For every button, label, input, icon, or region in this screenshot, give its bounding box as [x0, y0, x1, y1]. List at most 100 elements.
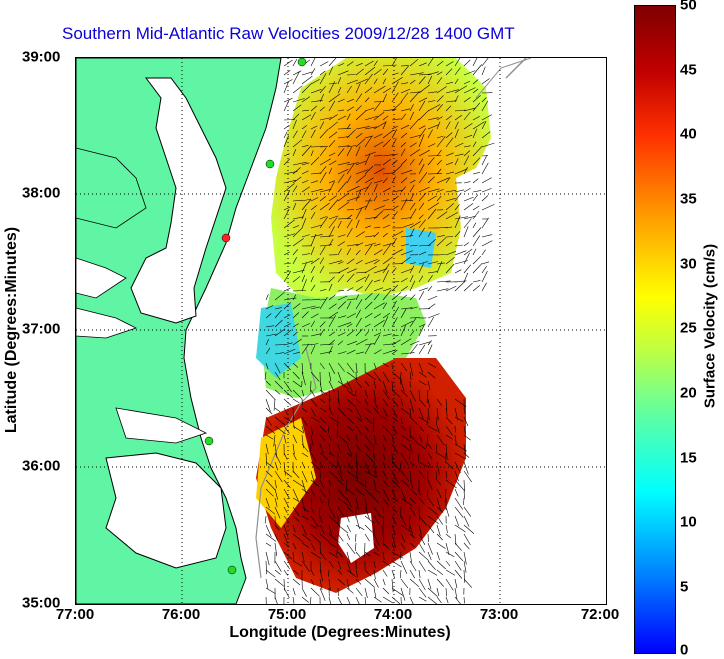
- velocity-vector: [292, 560, 303, 567]
- velocity-vector: [283, 190, 291, 202]
- velocity-vector: [382, 129, 394, 139]
- colorbar-tick-label: 0: [680, 641, 689, 659]
- velocity-vector: [337, 115, 347, 121]
- velocity-vector: [319, 216, 327, 220]
- velocity-vector: [292, 587, 296, 596]
- velocity-vector: [454, 488, 459, 497]
- velocity-vector: [454, 216, 468, 220]
- velocity-vector: [382, 243, 392, 256]
- velocity-vector: [319, 488, 326, 498]
- velocity-vector: [283, 416, 293, 423]
- velocity-vector: [463, 515, 470, 527]
- velocity-vector: [445, 479, 457, 489]
- velocity-vector: [283, 524, 289, 537]
- velocity-vector: [274, 578, 285, 587]
- velocity-vector: [310, 461, 321, 471]
- velocity-vector: [481, 249, 486, 256]
- velocity-vector: [319, 416, 326, 424]
- velocity-vector: [373, 416, 375, 429]
- velocity-vector: [283, 297, 297, 301]
- velocity-vector: [409, 389, 417, 402]
- velocity-vector: [319, 578, 323, 591]
- velocity-vector: [337, 506, 344, 517]
- velocity-vector: [382, 232, 388, 238]
- velocity-vector: [409, 221, 421, 229]
- velocity-vector: [346, 416, 355, 425]
- velocity-vector: [391, 506, 398, 513]
- velocity-vector: [445, 407, 448, 417]
- velocity-vector: [472, 285, 480, 292]
- velocity-vector: [400, 200, 414, 202]
- velocity-vector: [283, 131, 288, 139]
- velocity-vector: [418, 227, 425, 238]
- velocity-vector: [319, 321, 326, 328]
- velocity-vector: [327, 425, 330, 434]
- velocity-vector: [283, 153, 290, 157]
- velocity-vector: [346, 227, 353, 238]
- velocity-vector: [283, 323, 291, 328]
- velocity-vector: [391, 125, 398, 130]
- velocity-vector: [355, 271, 367, 274]
- velocity-vector: [364, 235, 375, 238]
- velocity-vector: [391, 515, 397, 525]
- velocity-vector: [301, 452, 309, 457]
- velocity-vector: [301, 560, 310, 572]
- velocity-vector: [310, 416, 320, 423]
- velocity-vector: [364, 443, 371, 452]
- velocity-vector: [427, 117, 439, 121]
- velocity-vector: [373, 569, 376, 580]
- velocity-vector: [283, 362, 291, 371]
- velocity-vector: [355, 186, 369, 193]
- velocity-vector: [265, 452, 268, 466]
- velocity-vector: [373, 183, 378, 193]
- velocity-vector: [436, 104, 443, 112]
- velocity-vector: [337, 322, 352, 328]
- velocity-vector: [409, 407, 412, 418]
- velocity-vector: [319, 524, 325, 535]
- velocity-vector: [292, 351, 300, 355]
- velocity-vector: [364, 515, 375, 524]
- velocity-vector: [337, 351, 347, 355]
- bathymetry-contour: [505, 58, 527, 79]
- velocity-vector: [265, 305, 274, 310]
- velocity-vector: [373, 249, 383, 256]
- velocity-vector: [382, 78, 387, 85]
- velocity-vector: [328, 180, 335, 184]
- velocity-vector: [319, 542, 322, 555]
- colorbar-tick-label: 50: [680, 0, 697, 14]
- velocity-vector: [409, 80, 416, 85]
- velocity-vector: [463, 226, 469, 238]
- velocity-vector: [337, 109, 345, 112]
- velocity-vector: [373, 506, 382, 518]
- velocity-vector: [337, 596, 342, 604]
- velocity-vector: [274, 488, 279, 500]
- velocity-vector: [382, 333, 392, 337]
- velocity-vector: [418, 186, 430, 193]
- velocity-vector: [319, 121, 325, 130]
- velocity-vector: [436, 407, 439, 421]
- velocity-vector: [418, 263, 424, 274]
- velocity-vector: [337, 274, 345, 283]
- velocity-vector: [328, 199, 339, 211]
- y-tick-label: 39:00: [22, 48, 61, 66]
- velocity-vector: [292, 569, 299, 575]
- velocity-vector: [328, 167, 333, 175]
- velocity-vector: [310, 306, 320, 310]
- velocity-vector: [445, 587, 447, 597]
- velocity-vector: [319, 497, 323, 504]
- velocity-vector: [328, 276, 335, 283]
- velocity-vector: [319, 172, 327, 184]
- velocity-vector: [400, 407, 410, 415]
- velocity-vector: [283, 158, 291, 166]
- velocity-vector: [400, 515, 407, 527]
- velocity-vector: [454, 109, 466, 112]
- velocity-vector: [310, 313, 319, 319]
- velocity-vector: [346, 79, 359, 85]
- velocity-vector: [301, 398, 303, 406]
- velocity-vector: [319, 158, 331, 166]
- velocity-vector: [463, 87, 476, 94]
- velocity-vector: [328, 380, 335, 393]
- velocity-vector: [310, 150, 314, 157]
- velocity-vector: [373, 313, 382, 319]
- velocity-vector: [445, 398, 448, 411]
